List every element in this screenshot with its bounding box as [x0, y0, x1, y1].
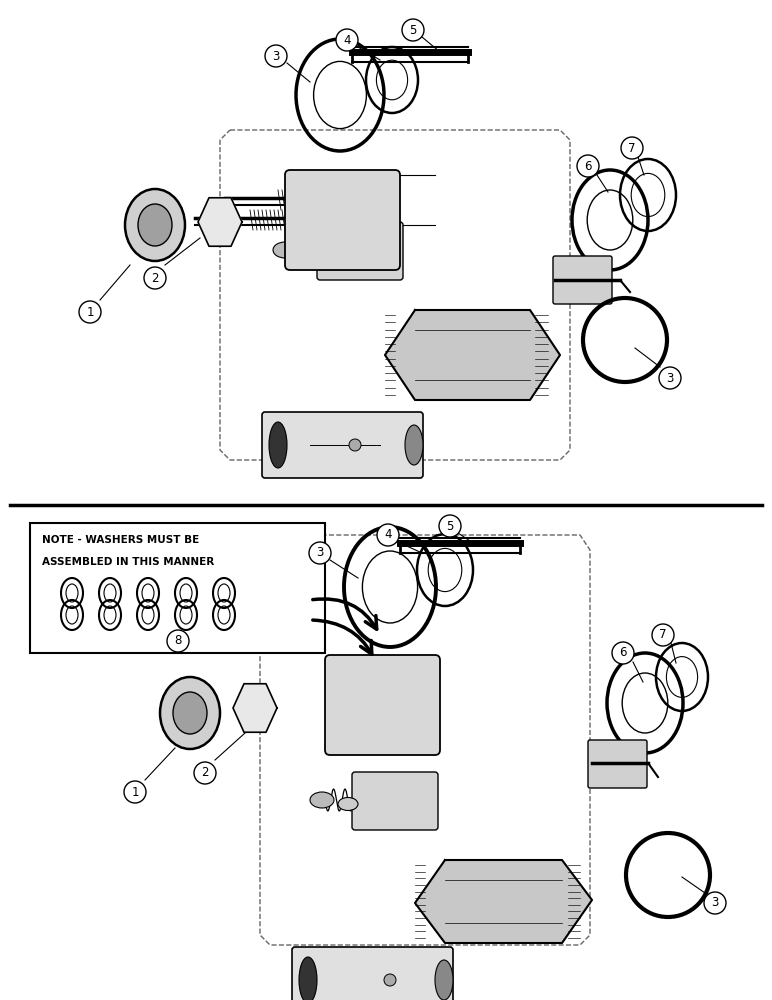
- Text: 4: 4: [344, 33, 350, 46]
- Polygon shape: [233, 684, 277, 732]
- Text: 7: 7: [659, 629, 667, 642]
- Circle shape: [167, 630, 189, 652]
- Text: 4: 4: [384, 528, 391, 542]
- FancyArrowPatch shape: [313, 620, 372, 654]
- Text: 7: 7: [628, 141, 636, 154]
- Text: ASSEMBLED IN THIS MANNER: ASSEMBLED IN THIS MANNER: [42, 557, 215, 567]
- Bar: [30, 523, 325, 653]
- Text: 5: 5: [409, 23, 417, 36]
- Circle shape: [265, 45, 287, 67]
- Circle shape: [439, 515, 461, 537]
- Ellipse shape: [273, 242, 297, 258]
- Ellipse shape: [269, 422, 287, 468]
- FancyBboxPatch shape: [553, 256, 612, 304]
- Text: 3: 3: [711, 896, 719, 910]
- Circle shape: [384, 974, 396, 986]
- Circle shape: [309, 542, 331, 564]
- Circle shape: [704, 892, 726, 914]
- FancyBboxPatch shape: [588, 740, 647, 788]
- Text: 1: 1: [86, 306, 93, 318]
- Circle shape: [349, 439, 361, 451]
- Circle shape: [377, 524, 399, 546]
- Text: NOTE - WASHERS MUST BE: NOTE - WASHERS MUST BE: [42, 535, 199, 545]
- Circle shape: [577, 155, 599, 177]
- Ellipse shape: [138, 204, 172, 246]
- Polygon shape: [198, 198, 242, 246]
- Ellipse shape: [125, 189, 185, 261]
- FancyBboxPatch shape: [317, 222, 403, 280]
- Circle shape: [194, 762, 216, 784]
- Text: 3: 3: [273, 49, 279, 62]
- Text: 2: 2: [151, 271, 159, 284]
- Ellipse shape: [338, 798, 358, 810]
- Text: 2: 2: [201, 766, 208, 780]
- Ellipse shape: [405, 425, 423, 465]
- Circle shape: [144, 267, 166, 289]
- Circle shape: [659, 367, 681, 389]
- FancyBboxPatch shape: [325, 655, 440, 755]
- Circle shape: [402, 19, 424, 41]
- FancyArrowPatch shape: [313, 599, 377, 629]
- Ellipse shape: [299, 957, 317, 1000]
- Text: 6: 6: [619, 647, 627, 660]
- Ellipse shape: [173, 692, 207, 734]
- Circle shape: [124, 781, 146, 803]
- Ellipse shape: [435, 960, 453, 1000]
- Text: 3: 3: [666, 371, 674, 384]
- Text: 6: 6: [584, 159, 592, 172]
- Circle shape: [79, 301, 101, 323]
- FancyBboxPatch shape: [262, 412, 423, 478]
- Circle shape: [336, 29, 358, 51]
- Text: 3: 3: [317, 546, 323, 560]
- Circle shape: [652, 624, 674, 646]
- Ellipse shape: [310, 792, 334, 808]
- Ellipse shape: [160, 677, 220, 749]
- FancyBboxPatch shape: [352, 772, 438, 830]
- Text: 5: 5: [446, 520, 454, 532]
- FancyBboxPatch shape: [285, 170, 400, 270]
- Ellipse shape: [300, 247, 320, 260]
- Text: 1: 1: [131, 786, 139, 798]
- Polygon shape: [385, 310, 560, 400]
- FancyBboxPatch shape: [292, 947, 453, 1000]
- Circle shape: [612, 642, 634, 664]
- Text: 8: 8: [174, 635, 181, 648]
- Circle shape: [621, 137, 643, 159]
- Polygon shape: [415, 860, 592, 943]
